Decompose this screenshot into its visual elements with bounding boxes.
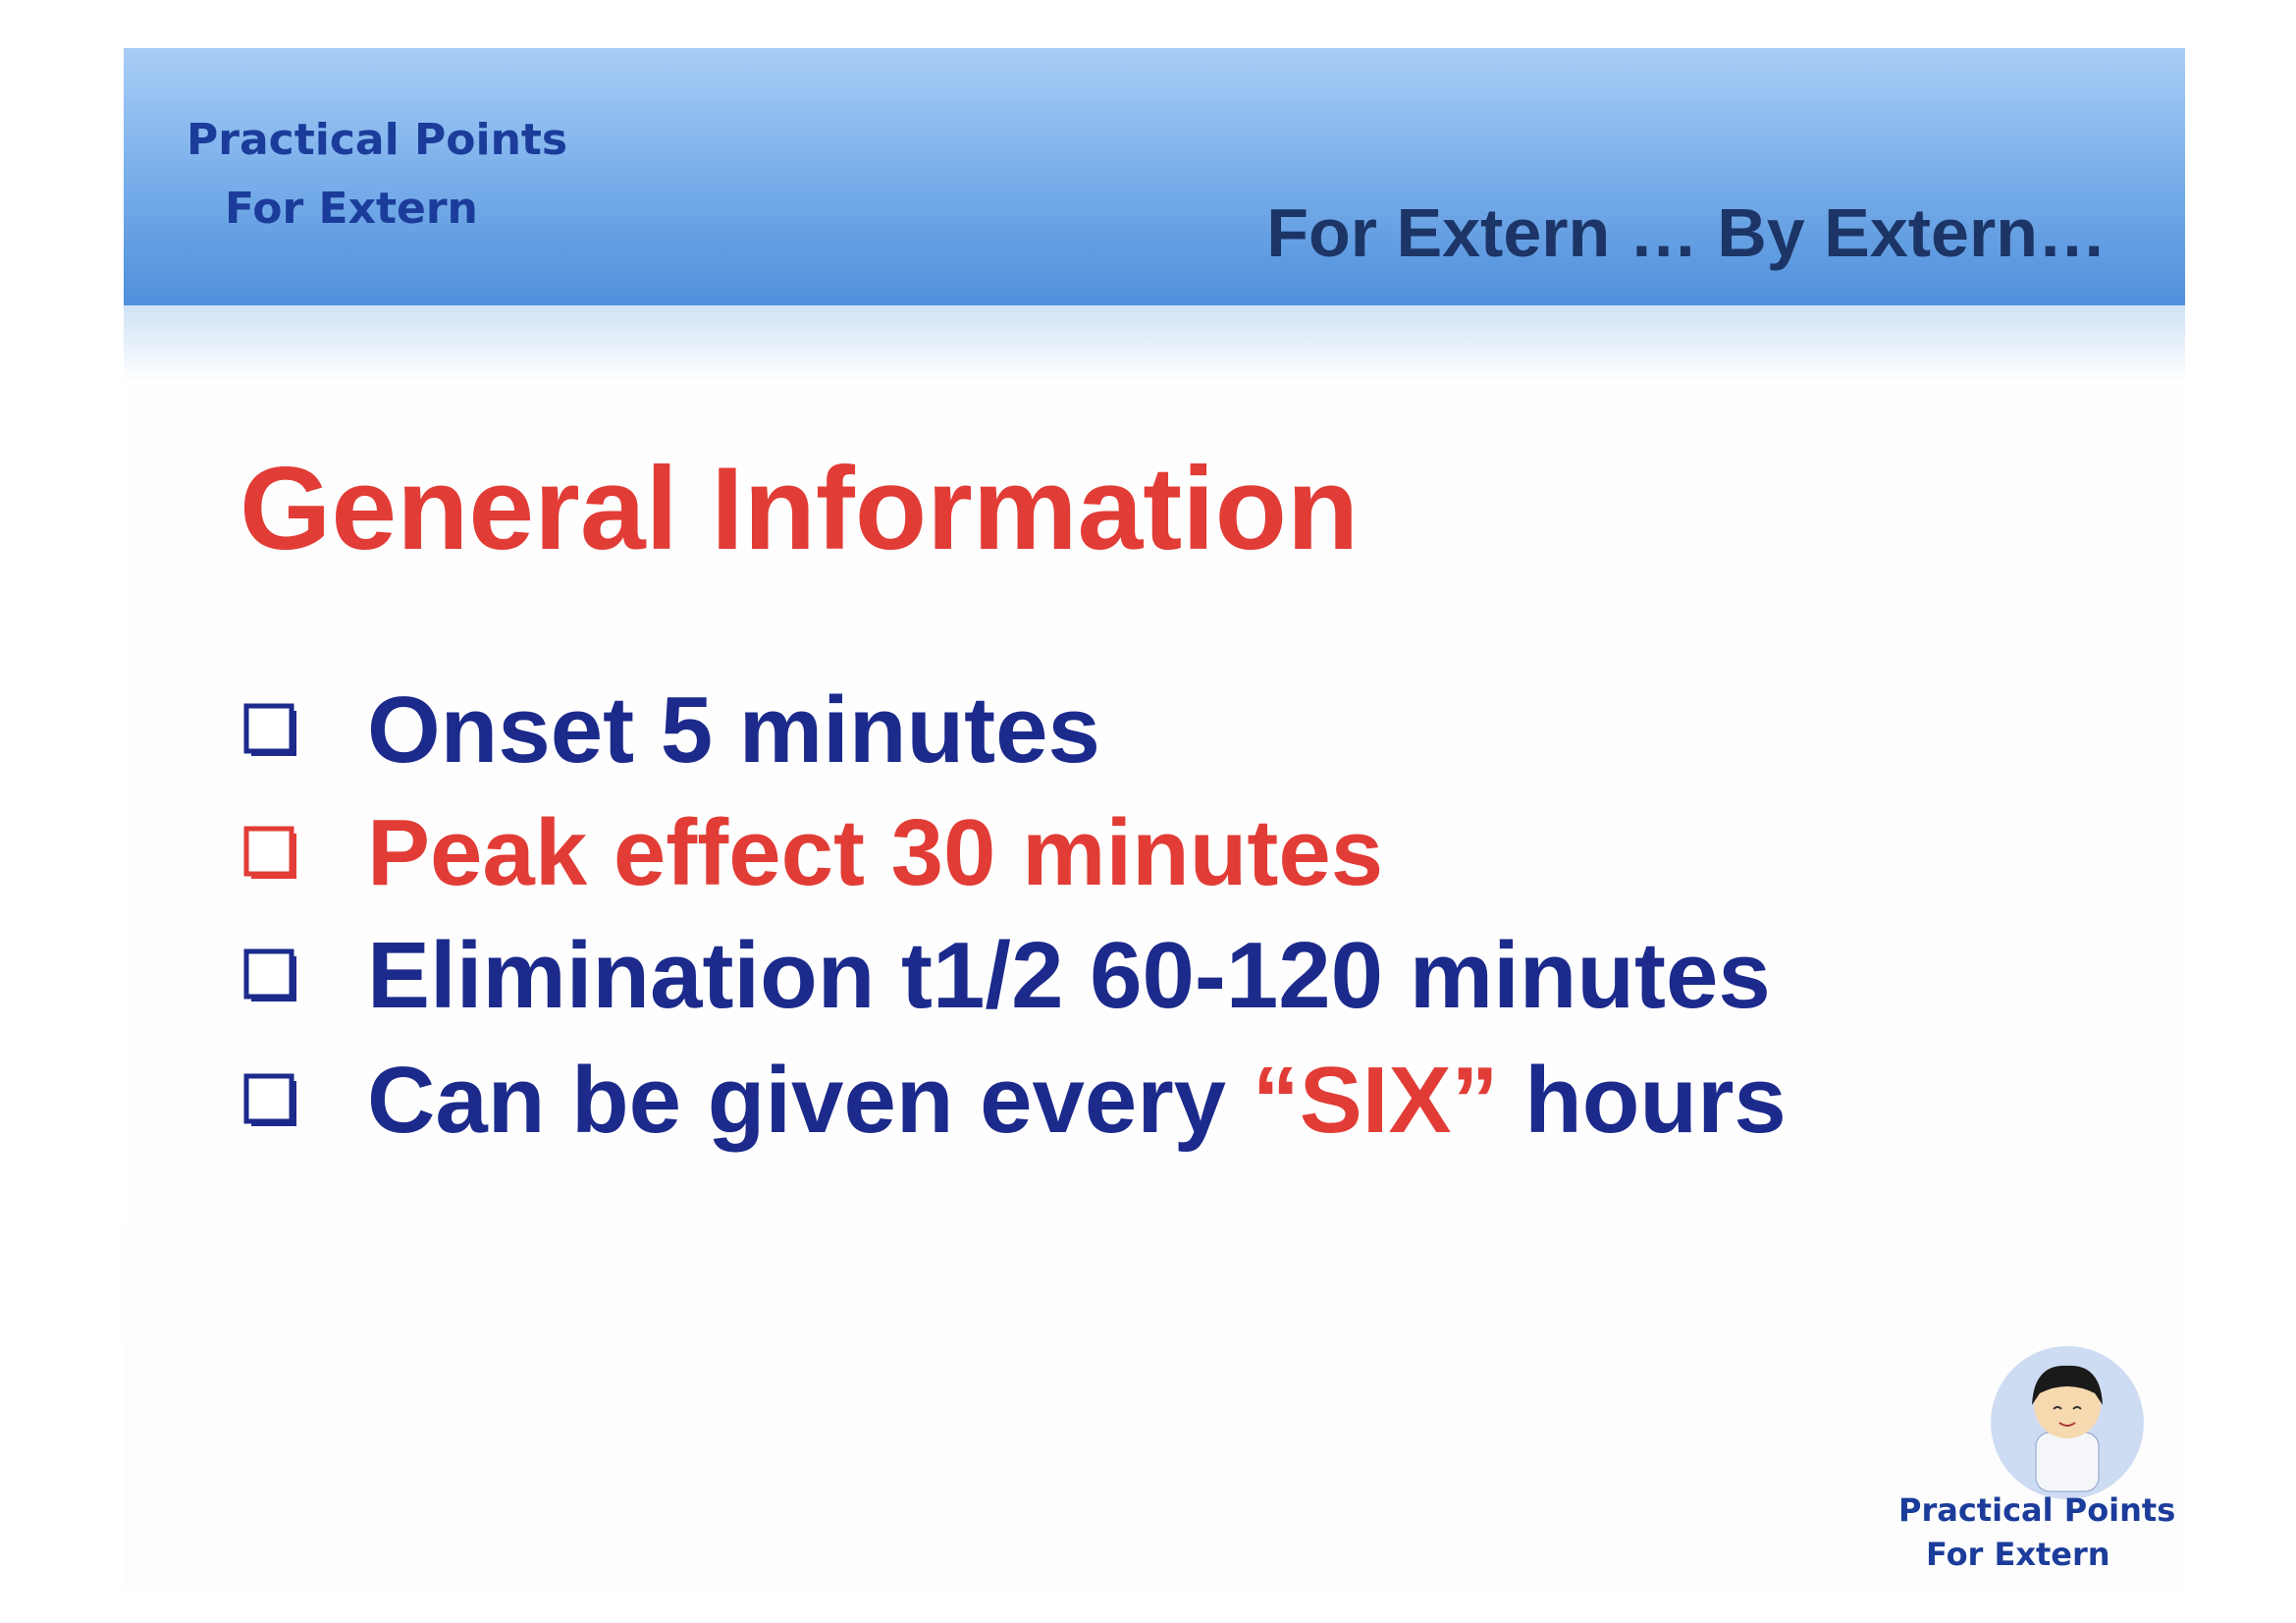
bullet-text: Peak effect 30 minutes — [367, 800, 1384, 905]
brand-line: Practical Points — [187, 115, 568, 165]
checkbox — [243, 1073, 296, 1126]
bullet: Peak effect 30 minutes — [243, 799, 1383, 907]
bullet-text: Elimination t1/2 60-120 minutes — [367, 923, 1771, 1028]
bullet: Onset 5 minutes — [243, 676, 1100, 784]
bullet-text: hours — [1498, 1048, 1787, 1153]
bullet-text: “SIX” — [1252, 1048, 1499, 1153]
tagline: For Extern … By Extern… — [1266, 194, 2107, 271]
header-fade — [124, 305, 2185, 384]
bullet: Elimination t1/2 60-120 minutes — [243, 922, 1771, 1030]
footer-brand-line: For Extern — [1926, 1536, 2110, 1573]
checkbox — [243, 826, 296, 879]
slide: Practical Points For Extern For Extern …… — [124, 48, 2185, 1590]
bullet: Can be given every “SIX” hours — [243, 1047, 1787, 1155]
footer-brand-line: Practical Points — [1898, 1491, 2176, 1529]
brand-line: For Extern — [225, 184, 478, 234]
checkbox — [243, 703, 296, 756]
bullet-text: Can be given every — [367, 1048, 1253, 1153]
slide-title: General Information — [240, 443, 1360, 574]
avatar — [1991, 1346, 2144, 1499]
header-band — [124, 48, 2185, 305]
checkbox — [243, 948, 296, 1001]
bullet-text: Onset 5 minutes — [367, 677, 1100, 783]
